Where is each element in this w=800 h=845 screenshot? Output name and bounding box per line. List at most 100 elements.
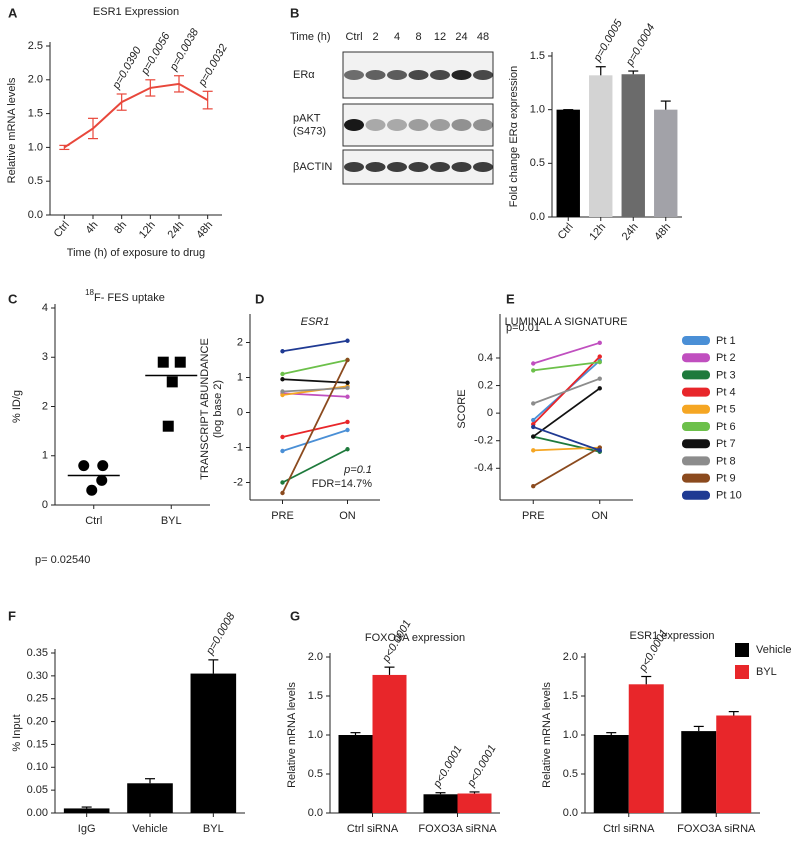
patient-dot bbox=[531, 434, 536, 439]
panel-letter: D bbox=[255, 291, 264, 306]
bar bbox=[681, 731, 717, 813]
y-tick-label: 0.0 bbox=[563, 807, 578, 819]
patient-dot bbox=[345, 447, 350, 452]
panel-letter: F bbox=[8, 608, 16, 623]
patient-line bbox=[533, 435, 600, 453]
lane-label: 48 bbox=[477, 31, 489, 43]
x-tick-label: Ctrl bbox=[85, 515, 102, 527]
error-bar bbox=[469, 791, 480, 794]
x-tick-label: ON bbox=[339, 510, 356, 522]
legend-swatch bbox=[682, 422, 710, 431]
patient-dot bbox=[280, 349, 285, 354]
x-tick-label: Ctrl siRNA bbox=[347, 823, 399, 835]
stat-text: p=0.1 bbox=[343, 464, 372, 476]
blot-band bbox=[344, 119, 364, 131]
y-tick-label: 0.5 bbox=[308, 768, 323, 780]
legend-swatch bbox=[682, 456, 710, 466]
error-bar bbox=[384, 666, 395, 675]
point bbox=[157, 356, 169, 368]
patient-line bbox=[281, 359, 349, 494]
patient-line bbox=[282, 339, 348, 353]
blot-band bbox=[408, 70, 429, 80]
x-tick-label: 24h bbox=[620, 221, 641, 243]
legend-swatch bbox=[682, 439, 710, 449]
patient-dot bbox=[345, 380, 350, 385]
legend-swatch bbox=[682, 387, 710, 397]
blot-band bbox=[473, 70, 493, 80]
error-bar bbox=[145, 778, 155, 784]
x-tick-label: 4h bbox=[83, 219, 100, 236]
y-tick-label: 2.5 bbox=[28, 40, 43, 52]
blot-band bbox=[387, 162, 407, 172]
blot-band bbox=[387, 119, 407, 131]
error-bar bbox=[81, 806, 92, 809]
patient-dot bbox=[597, 448, 602, 453]
bar bbox=[654, 109, 678, 217]
y-tick-label: 0.0 bbox=[308, 807, 323, 819]
y-tick-label: 1 bbox=[42, 450, 48, 462]
patient-dot bbox=[280, 434, 285, 440]
x-tick-label: 24h bbox=[166, 219, 187, 241]
y-axis-label: Relative mRNA levels bbox=[541, 682, 553, 788]
y-axis-label: (log base 2) bbox=[212, 380, 224, 438]
error-bar bbox=[728, 710, 739, 716]
bar bbox=[372, 674, 407, 813]
bar bbox=[556, 109, 580, 217]
x-tick-label: Vehicle bbox=[132, 823, 167, 835]
y-tick-label: 1.0 bbox=[308, 729, 323, 741]
y-tick-label: 0.5 bbox=[28, 175, 43, 187]
y-tick-label: 0.05 bbox=[27, 784, 48, 796]
x-tick-label: BYL bbox=[161, 515, 182, 527]
blot-band bbox=[344, 162, 364, 172]
blot-band bbox=[430, 119, 450, 131]
legend-swatch bbox=[682, 370, 710, 380]
error-bar bbox=[641, 675, 652, 685]
y-tick-label: 0.5 bbox=[563, 768, 578, 780]
y-tick-label: 0.30 bbox=[27, 670, 48, 682]
y-tick-label: 1.5 bbox=[563, 690, 578, 702]
y-tick-label: 1.0 bbox=[28, 141, 43, 153]
p-value-label: p=0.0038 bbox=[167, 26, 201, 74]
patient-dot bbox=[345, 338, 350, 343]
error-bar bbox=[595, 66, 606, 76]
legend-label: Pt 3 bbox=[716, 369, 736, 381]
blot-band bbox=[365, 162, 386, 172]
patient-line bbox=[532, 387, 601, 438]
point bbox=[96, 474, 108, 486]
x-tick-label: PRE bbox=[271, 510, 294, 522]
x-tick-label: BYL bbox=[203, 823, 224, 835]
bar bbox=[628, 684, 664, 813]
patient-dot bbox=[345, 357, 350, 363]
error-bar bbox=[435, 792, 446, 795]
patient-dot bbox=[597, 354, 602, 359]
y-tick-label: 0.20 bbox=[27, 715, 48, 727]
blot-row-label: pAKT bbox=[293, 112, 321, 124]
blot-band bbox=[365, 119, 386, 131]
y-tick-label: 2.0 bbox=[28, 74, 43, 86]
blot-band bbox=[451, 70, 472, 80]
point bbox=[78, 460, 90, 472]
y-tick-label: 2 bbox=[237, 336, 243, 348]
lane-label: 2 bbox=[372, 31, 378, 43]
y-tick-label: 0.0 bbox=[28, 209, 43, 221]
blot-band bbox=[408, 162, 429, 172]
point bbox=[174, 356, 186, 368]
patient-dot bbox=[280, 371, 285, 377]
patient-dot bbox=[531, 448, 536, 453]
patient-dot bbox=[597, 359, 602, 365]
y-tick-label: 1.5 bbox=[530, 50, 545, 62]
legend-swatch bbox=[735, 643, 749, 657]
lane-label: 8 bbox=[415, 31, 421, 43]
patient-dot bbox=[531, 368, 536, 373]
legend-label: Pt 10 bbox=[716, 490, 742, 502]
blot-frame bbox=[342, 103, 494, 147]
patient-dot bbox=[597, 340, 602, 346]
y-tick-label: 0 bbox=[237, 406, 243, 418]
blot-band bbox=[451, 119, 472, 131]
bar bbox=[589, 75, 613, 217]
panel-letter: E bbox=[506, 291, 515, 306]
patient-dot bbox=[345, 394, 350, 399]
patient-dot bbox=[531, 484, 536, 489]
point bbox=[86, 484, 98, 496]
blot-row-label: (S473) bbox=[293, 125, 326, 137]
